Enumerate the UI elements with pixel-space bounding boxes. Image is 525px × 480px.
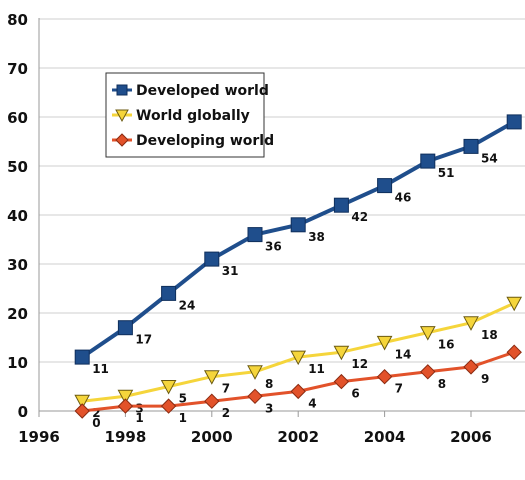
y-tick-label: 20 [7,305,28,323]
data-label: 2 [222,406,230,420]
triangle-marker [463,316,479,331]
y-tick-label: 30 [7,256,28,274]
square-marker [116,84,128,96]
legend-item-1: World globally [112,108,250,124]
square-marker [420,153,436,169]
data-label: 16 [438,338,455,352]
legend-label: World globally [136,108,250,124]
data-label: 0 [92,416,100,430]
diamond-marker [290,383,306,400]
legend-label: Developing world [136,133,274,149]
data-label: 8 [265,377,273,391]
square-marker [463,138,479,154]
data-label: 11 [308,362,325,376]
triangle-marker [74,394,91,410]
square-marker [377,178,393,194]
square-marker [161,285,177,301]
data-label: 18 [481,328,498,342]
data-label: 6 [351,387,359,401]
y-tick-label: 80 [7,11,28,29]
series-1: 2 3 5 7 8 11 12 14 16 18 2 [74,296,525,420]
y-tick-label: 60 [7,109,28,127]
y-tick-label: 70 [7,60,28,78]
x-tick-label: 2000 [191,428,233,446]
y-tick-label: 0 [18,403,28,421]
triangle-marker [115,109,129,123]
x-tick-label: 2006 [450,428,492,446]
triangle-marker [376,335,393,351]
data-label: 3 [135,401,143,415]
data-label: 1 [179,411,187,425]
series-layer: 1117243136384246515423578111214161820112… [74,114,525,430]
data-label: 17 [135,333,152,347]
y-tick-label: 50 [7,158,28,176]
data-label: 4 [308,396,316,410]
diamond-marker [247,388,263,405]
data-label: 3 [265,401,273,415]
triangle-marker [419,326,436,341]
data-label: 46 [395,191,412,205]
data-label: 7 [222,382,230,396]
series-2: 01123467891 [74,344,525,430]
x-tick-labels: 1996 1998 2000 2002 2004 2006 [18,428,492,446]
legend: Developed world World globally Developing … [105,72,274,158]
diamond-marker [376,368,393,385]
diamond-marker [333,373,350,390]
data-label: 14 [395,347,412,361]
data-label: 24 [179,298,196,312]
data-label: 9 [481,372,489,386]
series-0: 11 17 24 31 36 38 42 46 51 54 [74,114,522,376]
data-label: 42 [351,210,368,224]
legend-box [105,72,265,158]
diamond-marker [506,344,522,360]
data-label: 7 [395,382,403,396]
diamond-marker [115,133,129,147]
triangle-marker [117,389,134,405]
triangle-marker [333,345,350,361]
data-label: 51 [438,166,455,180]
data-label: 11 [92,362,109,376]
diamond-marker [160,398,177,414]
legend-item-0: Developed world [112,83,269,99]
legend-item-2: Developing world [112,133,274,149]
diamond-marker [463,359,479,375]
diamond-marker [204,393,220,409]
data-label: 12 [351,357,368,371]
data-label: 8 [438,377,446,391]
square-marker [247,227,263,243]
triangle-marker [506,296,523,312]
triangle-marker [290,350,307,366]
data-label: 38 [308,230,325,244]
diamond-marker [74,403,90,419]
y-tick-labels: 0 10 20 30 40 50 60 70 80 [7,11,28,421]
square-marker [290,217,306,233]
data-label: 1 [135,411,143,425]
square-marker [333,197,349,213]
data-label: 54 [481,151,498,165]
data-label: 36 [265,240,282,254]
square-marker [204,251,220,267]
diamond-marker [117,398,134,414]
data-label: 2 [92,406,100,420]
triangle-marker [160,380,177,395]
x-tick-label: 1998 [105,428,147,446]
square-marker [506,114,522,130]
data-label: 31 [222,264,239,278]
data-label: 5 [179,392,187,406]
x-tick-label: 2004 [364,428,406,446]
y-tick-label: 10 [7,354,28,372]
diamond-marker [420,364,436,380]
x-tick-label: 1996 [18,428,60,446]
triangle-marker [247,365,263,380]
axes [38,18,525,417]
square-marker [74,349,90,365]
square-marker [117,320,133,336]
y-tick-label: 40 [7,207,28,225]
legend-label: Developed world [136,83,269,99]
x-tick-label: 2002 [277,428,319,446]
triangle-marker [203,370,220,385]
